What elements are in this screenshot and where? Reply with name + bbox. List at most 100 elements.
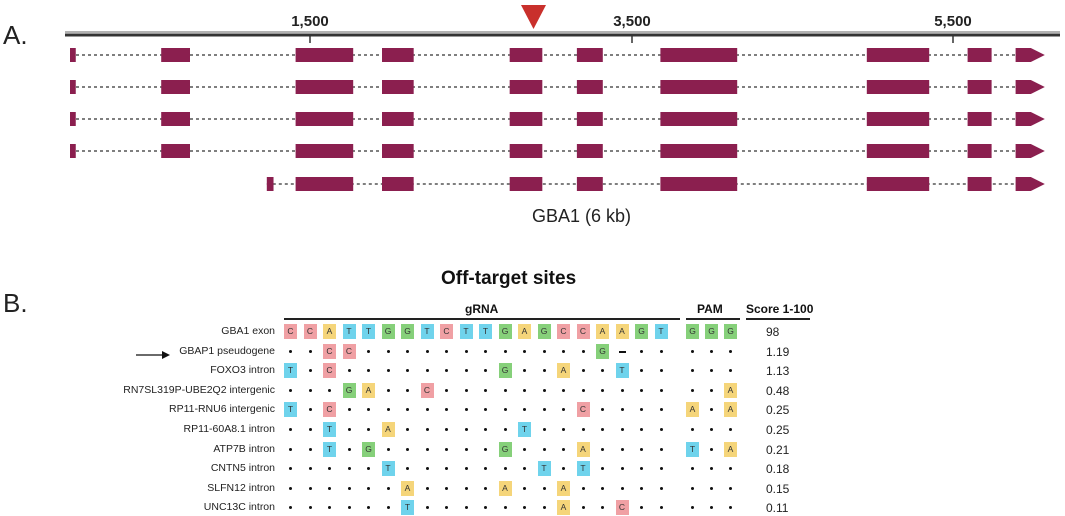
match-dot: [386, 349, 390, 353]
base-cell: T: [615, 363, 629, 379]
scale-tick-label: 3,500: [613, 13, 651, 30]
exon: [382, 112, 414, 126]
match-dot: [620, 486, 624, 490]
match-dot: [308, 408, 312, 412]
pseudogene-arrow-icon: [136, 347, 170, 359]
match-dot: [445, 408, 448, 412]
base-cell: G: [705, 324, 718, 339]
exon: [866, 80, 930, 94]
match-dot: [367, 428, 370, 431]
exon-terminal-arrow: [1015, 144, 1045, 158]
match-dot: [601, 506, 604, 510]
exon: [576, 112, 603, 126]
base-cell: A: [724, 382, 737, 398]
exon: [967, 48, 992, 62]
match-dot: [386, 369, 390, 373]
match-dot: [581, 349, 585, 353]
panel-a-label: A.: [3, 20, 28, 50]
match-dot: [386, 408, 390, 412]
match-dot: [347, 428, 351, 431]
match-dot: [484, 388, 487, 392]
match-dot: [542, 349, 546, 353]
match-dot: [289, 349, 292, 353]
base-cell: T: [401, 500, 414, 516]
match-dot: [640, 408, 643, 412]
match-dot: [659, 447, 663, 451]
gap-dash: [618, 350, 626, 353]
base-cell: C: [342, 343, 356, 359]
match-dot: [691, 506, 694, 510]
site-label: SLFN12 intron: [207, 481, 275, 494]
exon: [295, 144, 354, 158]
gene-structure-diagram: 1,500 3,500 5,500: [65, 5, 1060, 191]
base-cell: A: [518, 324, 531, 339]
match-dot: [620, 428, 624, 431]
match-dot: [367, 506, 370, 510]
score-value: 0.15: [766, 481, 790, 496]
base-cell: A: [401, 480, 414, 496]
match-dot: [710, 486, 713, 490]
match-dot: [710, 349, 713, 353]
match-dot: [445, 369, 448, 373]
score-header: Score 1-100: [746, 302, 814, 316]
match-dot: [406, 388, 409, 392]
scale-tick-label: 5,500: [934, 13, 972, 30]
match-dot: [523, 408, 526, 412]
match-dot: [445, 349, 448, 353]
match-dot: [367, 369, 370, 373]
base-cell: A: [686, 402, 699, 418]
base-cell: G: [498, 441, 512, 457]
exon-terminal-arrow: [1015, 48, 1045, 62]
scale-ticks: 1,500 3,500 5,500: [291, 13, 972, 43]
match-dot: [562, 467, 565, 471]
match-dot: [581, 486, 585, 490]
exon: [576, 177, 603, 191]
score-value: 0.25: [766, 423, 790, 437]
match-dot: [659, 369, 663, 373]
pam-bracket-line: [686, 318, 740, 320]
site-label: GBA1 exon: [221, 325, 275, 337]
match-dot: [425, 467, 429, 471]
exon: [70, 112, 76, 126]
match-dot: [484, 428, 487, 431]
match-dot: [601, 369, 604, 373]
match-dot: [347, 369, 351, 373]
base-cell: C: [576, 402, 590, 418]
match-dot: [386, 388, 390, 392]
match-dot: [729, 369, 732, 373]
match-dot: [542, 486, 546, 490]
grna-bracket-line: [284, 318, 680, 320]
exon: [866, 177, 930, 191]
match-dot: [710, 467, 713, 471]
match-dot: [425, 428, 429, 431]
match-dot: [691, 349, 694, 353]
match-dot: [620, 447, 624, 451]
match-dot: [659, 467, 663, 471]
exon: [70, 80, 76, 94]
match-dot: [484, 369, 487, 373]
base-cell: C: [440, 324, 453, 339]
match-dot: [328, 486, 331, 490]
match-dot: [289, 388, 292, 392]
exon: [382, 80, 414, 94]
match-dot: [601, 447, 604, 451]
base-cell: C: [323, 402, 336, 418]
match-dot: [464, 447, 468, 451]
base-cell: A: [498, 480, 512, 496]
match-dot: [659, 408, 663, 412]
exon: [266, 177, 274, 191]
match-dot: [523, 486, 526, 490]
exon: [382, 48, 414, 62]
match-dot: [425, 369, 429, 373]
match-dot: [367, 408, 370, 412]
match-dot: [581, 506, 585, 510]
match-dot: [367, 467, 370, 471]
exon: [576, 80, 603, 94]
exon: [509, 177, 543, 191]
match-dot: [691, 369, 694, 373]
base-cell: T: [459, 324, 473, 339]
match-dot: [406, 408, 409, 412]
base-cell: T: [537, 461, 551, 477]
base-cell: C: [284, 324, 297, 339]
